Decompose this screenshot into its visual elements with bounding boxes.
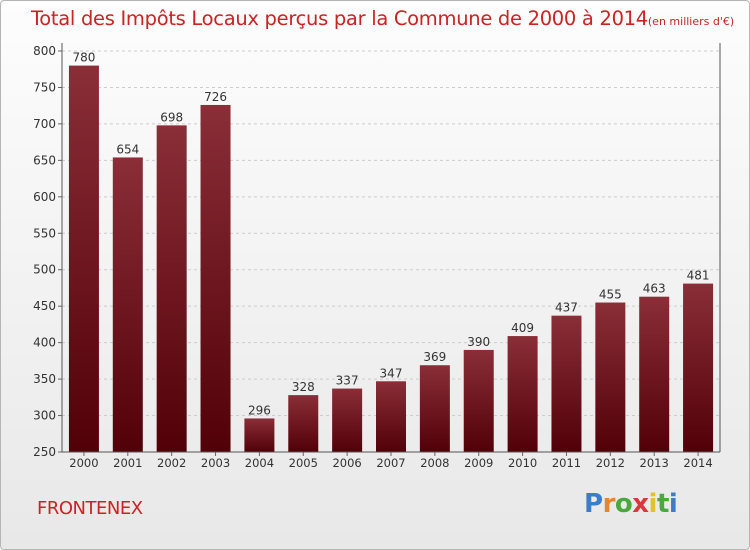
proxiti-logo: Proxiti bbox=[584, 489, 678, 519]
y-tick-label: 250 bbox=[33, 445, 56, 459]
x-tick-label: 2013 bbox=[640, 456, 669, 470]
y-tick-label: 400 bbox=[33, 336, 56, 350]
x-tick-label: 2009 bbox=[464, 456, 493, 470]
data-label: 654 bbox=[116, 142, 139, 156]
bar-2014 bbox=[683, 283, 714, 452]
bar-2008 bbox=[419, 365, 450, 452]
bar-2004 bbox=[244, 418, 275, 452]
bar-2007 bbox=[376, 381, 406, 452]
y-tick-label: 550 bbox=[33, 226, 56, 240]
x-tick-label: 2002 bbox=[157, 456, 186, 470]
x-tick-label: 2001 bbox=[113, 456, 142, 470]
logo-letter: r bbox=[602, 489, 616, 519]
y-tick-label: 450 bbox=[33, 299, 56, 313]
logo-letter: x bbox=[632, 489, 649, 519]
x-tick-label: 2000 bbox=[69, 456, 98, 470]
x-tick-label: 2011 bbox=[552, 456, 581, 470]
bar-2001 bbox=[112, 157, 143, 452]
y-tick-label: 350 bbox=[33, 372, 56, 386]
data-label: 390 bbox=[467, 335, 490, 349]
logo-letter: i bbox=[668, 489, 678, 519]
data-label: 328 bbox=[292, 380, 315, 394]
x-tick-label: 2005 bbox=[289, 456, 318, 470]
data-label: 455 bbox=[599, 288, 622, 302]
bar-2010 bbox=[507, 336, 538, 452]
logo-letter: o bbox=[614, 489, 633, 519]
bar-chart: 780 654 698 726 296 328 337 347 369 390 409 437 455 4… bbox=[33, 43, 721, 470]
chart-title: Total des Impôts Locaux perçus par la Co… bbox=[31, 7, 734, 30]
x-tick-label: 2007 bbox=[376, 456, 405, 470]
bar-2011 bbox=[551, 315, 582, 452]
data-label: 437 bbox=[555, 301, 578, 315]
chart-title-text: Total des Impôts Locaux perçus par la Co… bbox=[31, 7, 648, 30]
y-tick-label: 700 bbox=[33, 117, 56, 131]
data-label: 369 bbox=[423, 350, 446, 364]
y-tick-label: 600 bbox=[33, 190, 56, 204]
bar-2006 bbox=[332, 388, 363, 452]
bar-2000 bbox=[68, 65, 99, 452]
data-label: 780 bbox=[72, 51, 95, 65]
chart-unit: (en milliers d'€) bbox=[647, 15, 735, 28]
y-tick-label: 300 bbox=[33, 409, 56, 423]
y-tick-label: 650 bbox=[33, 153, 56, 167]
logo-letter: i bbox=[648, 489, 658, 519]
bar-2002 bbox=[156, 125, 187, 452]
y-tick-label: 800 bbox=[33, 44, 56, 58]
x-tick-label: 2004 bbox=[245, 456, 274, 470]
x-tick-label: 2006 bbox=[332, 456, 361, 470]
bar-2003 bbox=[200, 104, 231, 452]
data-label: 409 bbox=[511, 321, 534, 335]
x-tick-label: 2008 bbox=[420, 456, 449, 470]
data-label: 463 bbox=[643, 282, 666, 296]
x-tick-label: 2012 bbox=[596, 456, 625, 470]
bar-2013 bbox=[639, 296, 670, 452]
data-label: 698 bbox=[160, 110, 183, 124]
data-label: 337 bbox=[336, 374, 359, 388]
y-tick-label: 500 bbox=[33, 263, 56, 277]
data-label: 347 bbox=[380, 366, 403, 380]
logo-letter: t bbox=[656, 489, 669, 519]
data-label: 726 bbox=[204, 90, 227, 104]
bar-2005 bbox=[288, 395, 319, 452]
bar-2009 bbox=[463, 349, 494, 452]
y-tick-label: 750 bbox=[33, 80, 56, 94]
data-label: 481 bbox=[687, 269, 710, 283]
data-label: 296 bbox=[248, 403, 271, 417]
logo-letter: P bbox=[584, 489, 603, 519]
bar-2012 bbox=[595, 302, 626, 452]
commune-name: FRONTENEX bbox=[37, 498, 143, 519]
x-tick-label: 2003 bbox=[201, 456, 230, 470]
x-tick-label: 2014 bbox=[683, 456, 712, 470]
x-tick-label: 2010 bbox=[508, 456, 537, 470]
